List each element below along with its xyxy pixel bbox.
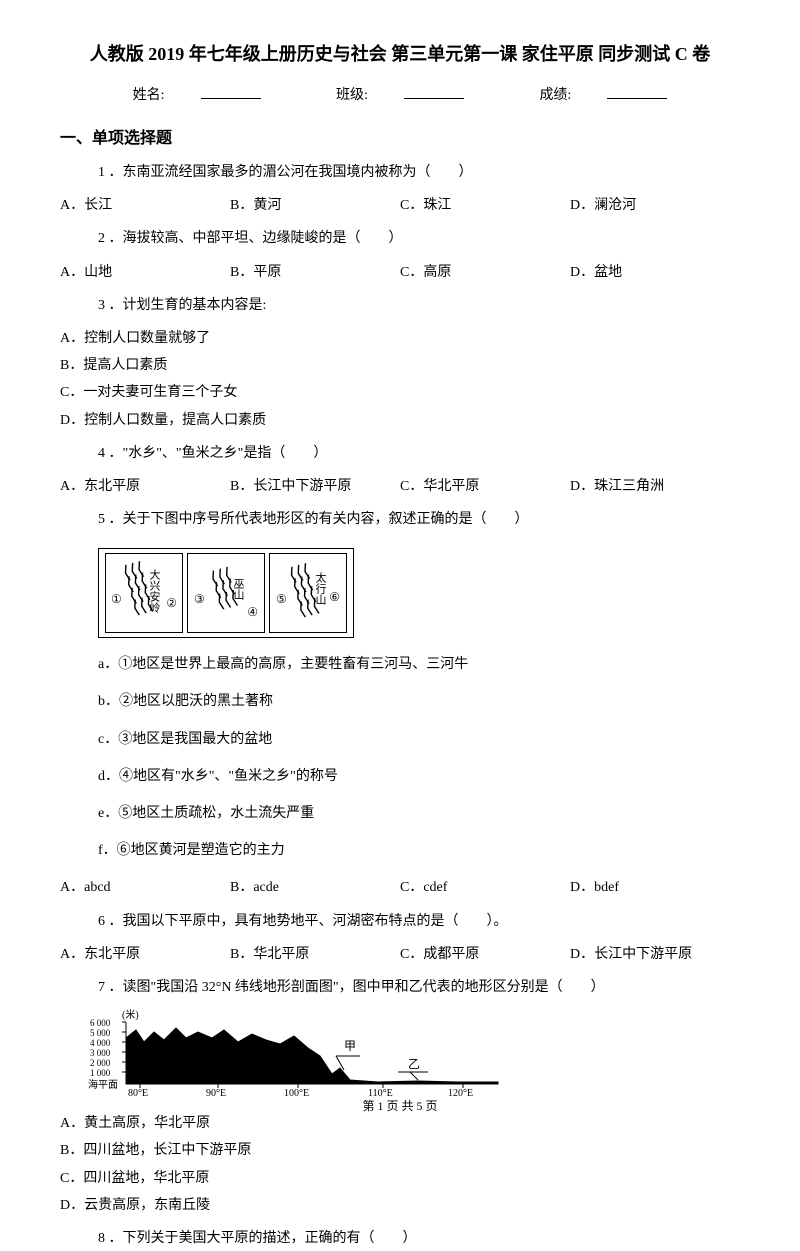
question-1: 1 ．东南亚流经国家最多的湄公河在我国境内被称为（ ） [60,160,740,185]
ytick-3000: 3 000 [90,1048,111,1058]
ytick-1000: 1 000 [90,1068,111,1078]
q5-sub-e: e．⑤地区土质疏松，水土流失严重 [60,801,740,826]
q1-opt-a: A．长江 [60,193,230,218]
y-axis-label: (米) [122,1008,139,1021]
q6-opt-d: D．长江中下游平原 [570,942,740,967]
q3-options: A．控制人口数量就够了 B．提高人口素质 C．一对夫妻可生育三个子女 D．控制人… [60,326,740,433]
q2-opt-b: B．平原 [230,260,400,285]
mountain-label-2: 巫山 [230,578,246,600]
label-yi: 乙 [408,1057,420,1071]
q5-opt-b: B．acde [230,875,400,900]
q7-opt-b: B．四川盆地，长江中下游平原 [60,1138,740,1163]
q4-options: A．东北平原 B．长江中下游平原 C．华北平原 D．珠江三角洲 [60,474,740,499]
q4-opt-d: D．珠江三角洲 [570,474,740,499]
q5-sub-b: b．②地区以肥沃的黑土著称 [60,689,740,714]
ytick-4000: 4 000 [90,1038,111,1048]
q1-opt-b: B．黄河 [230,193,400,218]
score-label: 成绩: [521,88,685,103]
region-3: ③ [194,592,205,607]
class-label: 班级: [318,88,482,103]
name-label: 姓名: [115,88,279,103]
q6-opt-c: C．成都平原 [400,942,570,967]
q5-opt-c: C．cdef [400,875,570,900]
q2-opt-a: A．山地 [60,260,230,285]
q1-opt-c: C．珠江 [400,193,570,218]
q7-opt-a: A．黄土高原，华北平原 [60,1111,740,1136]
q2-opt-c: C．高原 [400,260,570,285]
q7-options: A．黄土高原，华北平原 B．四川盆地，长江中下游平原 C．四川盆地，华北平原 D… [60,1111,740,1218]
sea-level-label: 海平面 [88,1078,118,1091]
region-1: ① [111,592,122,607]
q6-opt-b: B．华北平原 [230,942,400,967]
question-3: 3 ．计划生育的基本内容是: [60,293,740,318]
q1-opt-d: D．澜沧河 [570,193,740,218]
q2-options: A．山地 B．平原 C．高原 D．盆地 [60,260,740,285]
ytick-5000: 5 000 [90,1028,111,1038]
q5-sub-c: c．③地区是我国最大的盆地 [60,727,740,752]
page-title: 人教版 2019 年七年级上册历史与社会 第三单元第一课 家住平原 同步测试 C… [60,40,740,66]
section-heading: 一、单项选择题 [60,124,740,148]
question-2: 2 ．海拔较高、中部平坦、边缘陡峻的是（ ） [60,226,740,251]
question-4: 4 ．"水乡"、"鱼米之乡"是指（ ） [60,441,740,466]
mountain-label-1: 大兴安岭 [146,569,162,613]
q4-opt-b: B．长江中下游平原 [230,474,400,499]
diagram-cell-2: ③ ⟨⟨⟨⟨⟨⟨⟨⟨⟨ 巫山 ④ [187,553,265,633]
q5-sub-d: d．④地区有"水乡"、"鱼米之乡"的称号 [60,764,740,789]
region-6: ⑥ [329,590,340,605]
q6-opt-a: A．东北平原 [60,942,230,967]
diagram-cell-3: ⑤ ⟨⟨⟨⟨⟨⟨⟨⟨⟨⟨⟨⟨ 太行山 ⑥ [269,553,347,633]
q6-options: A．东北平原 B．华北平原 C．成都平原 D．长江中下游平原 [60,942,740,967]
question-8: 8 ．下列关于美国大平原的描述，正确的有（ ） [60,1226,740,1251]
q4-opt-c: C．华北平原 [400,474,570,499]
q5-sub-a: a．①地区是世界上最高的高原，主要牲畜有三河马、三河牛 [60,652,740,677]
question-7: 7 ．读图"我国沿 32°N 纬线地形剖面图"，图中甲和乙代表的地形区分别是（ … [60,975,740,1000]
q5-opt-d: D．bdef [570,875,740,900]
q4-opt-a: A．东北平原 [60,474,230,499]
region-4: ④ [247,605,258,620]
q1-options: A．长江 B．黄河 C．珠江 D．澜沧河 [60,193,740,218]
q3-opt-c: C．一对夫妻可生育三个子女 [60,380,740,405]
q2-opt-d: D．盆地 [570,260,740,285]
label-jia: 甲 [344,1039,356,1053]
diagram-cell-1: ① ⟨⟨⟨⟨⟨⟨⟨⟨⟨⟨⟨⟨ 大兴安岭 ② [105,553,183,633]
q5-options: A．abcd B．acde C．cdef D．bdef [60,875,740,900]
region-5: ⑤ [276,592,287,607]
q5-sub-f: f．⑥地区黄河是塑造它的主力 [60,838,740,863]
q3-opt-d: D．控制人口数量，提高人口素质 [60,408,740,433]
mountain-label-3: 太行山 [312,572,328,605]
region-2: ② [166,596,177,611]
ytick-6000: 6 000 [90,1018,111,1028]
question-5: 5 ．关于下图中序号所代表地形区的有关内容，叙述正确的是（ ） [60,507,740,532]
q5-opt-a: A．abcd [60,875,230,900]
question-6: 6 ．我国以下平原中，具有地势地平、河湖密布特点的是（ ）。 [60,909,740,934]
page-footer: 第 1 页 共 5 页 [0,1097,800,1114]
q7-opt-c: C．四川盆地，华北平原 [60,1166,740,1191]
terrain-profile-chart: (米) 6 000 5 000 4 000 3 000 2 000 1 000 … [88,1008,508,1103]
terrain-diagram: ① ⟨⟨⟨⟨⟨⟨⟨⟨⟨⟨⟨⟨ 大兴安岭 ② ③ ⟨⟨⟨⟨⟨⟨⟨⟨⟨ 巫山 ④ ⑤… [98,548,354,638]
ytick-2000: 2 000 [90,1058,111,1068]
profile-silhouette [126,1028,498,1084]
q3-opt-b: B．提高人口素质 [60,353,740,378]
q3-opt-a: A．控制人口数量就够了 [60,326,740,351]
student-info: 姓名: 班级: 成绩: [60,84,740,104]
q7-opt-d: D．云贵高原，东南丘陵 [60,1193,740,1218]
